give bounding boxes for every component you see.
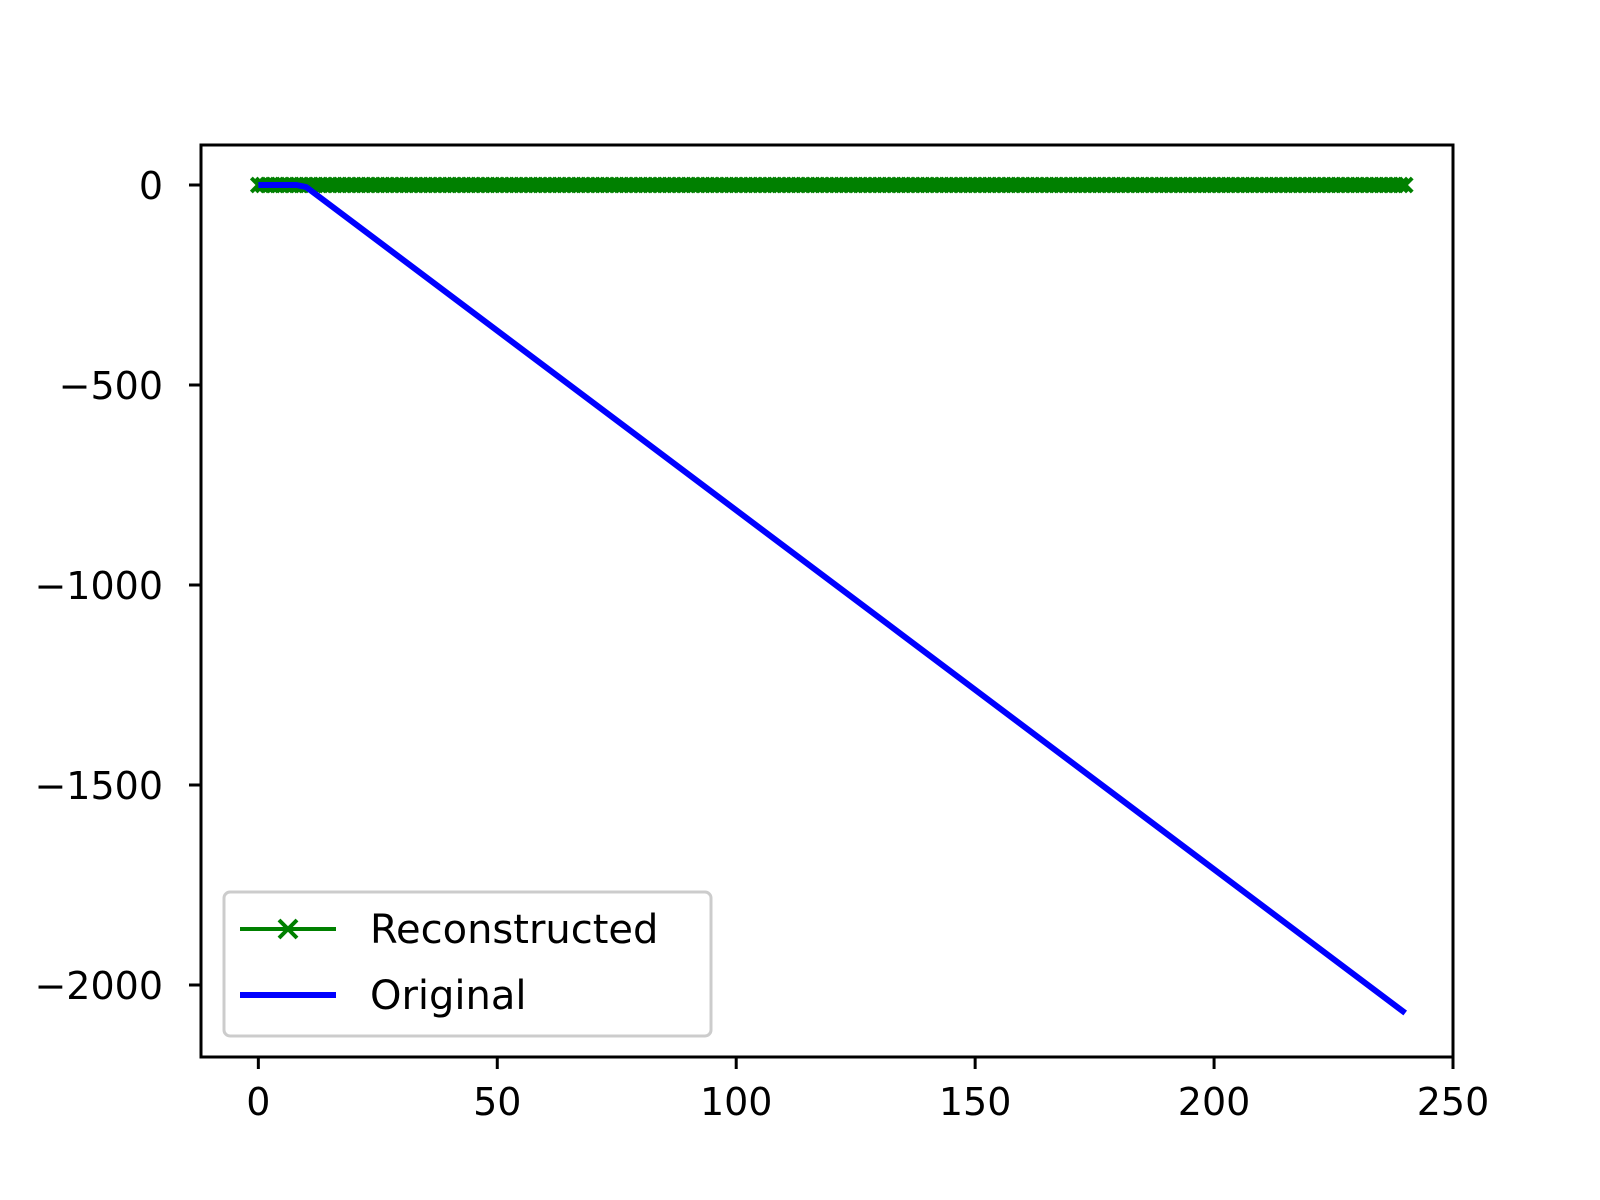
data-point-reconstructed bbox=[1396, 176, 1414, 194]
legend-label-original: Original bbox=[370, 973, 527, 1019]
x-tick-label: 50 bbox=[473, 1080, 521, 1124]
legend-x-marker bbox=[277, 918, 299, 940]
legend: Reconstructed Original bbox=[222, 890, 713, 1038]
series-layer bbox=[249, 176, 1414, 1016]
y-tick-label: −500 bbox=[59, 364, 163, 408]
y-tick-label: −2000 bbox=[34, 964, 163, 1008]
x-tick-label: 0 bbox=[246, 1080, 270, 1124]
series-line-original bbox=[258, 182, 1408, 1016]
ticks-layer: 0 50 100 150 200 250 0 −500 −1000 −1500 −2000 bbox=[34, 164, 1489, 1124]
y-tick-label: 0 bbox=[139, 164, 163, 208]
x-tick-label: 200 bbox=[1178, 1080, 1251, 1124]
y-tick-label: −1500 bbox=[34, 764, 163, 808]
axes-frame bbox=[199, 143, 1455, 1059]
legend-label-reconstructed: Reconstructed bbox=[370, 907, 658, 953]
data-point-reconstructed bbox=[1392, 176, 1409, 194]
legend-marker-reconstructed bbox=[277, 918, 299, 940]
legend-box bbox=[222, 890, 713, 1038]
x-tick-label: 100 bbox=[700, 1080, 773, 1124]
x-tick-label: 150 bbox=[939, 1080, 1012, 1124]
y-tick-label: −1000 bbox=[34, 564, 163, 608]
x-tick-label: 250 bbox=[1417, 1080, 1490, 1124]
